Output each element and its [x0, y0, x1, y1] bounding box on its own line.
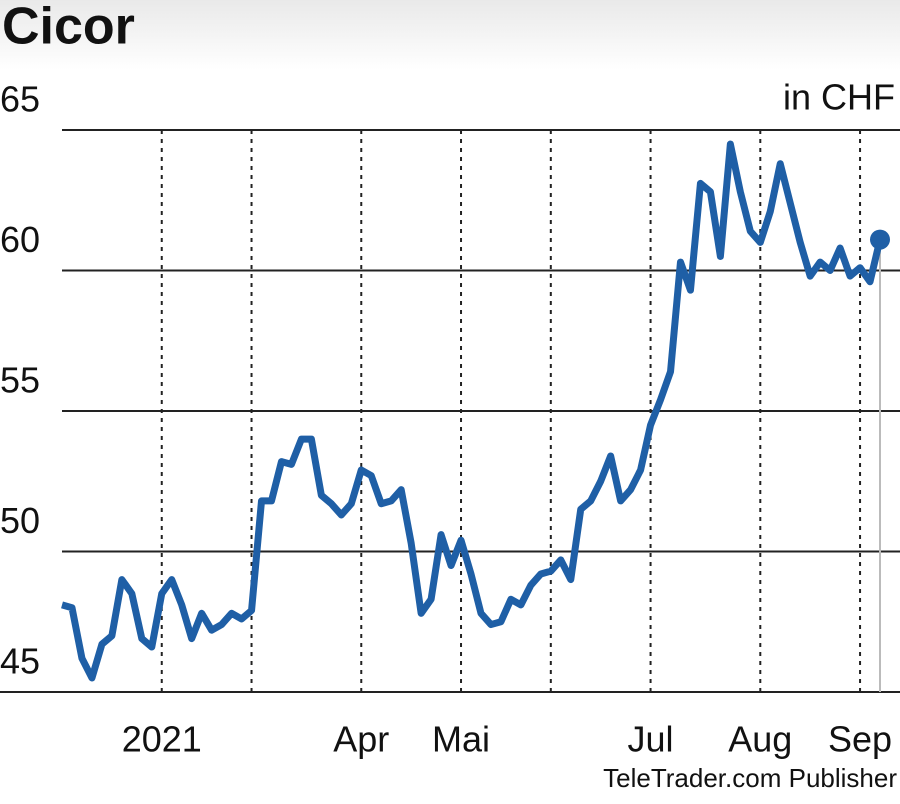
y-tick-label: 45 — [0, 641, 40, 682]
x-tick-label: Apr — [333, 719, 389, 760]
y-tick-label: 65 — [0, 79, 40, 120]
chart-title: Cicor — [2, 0, 135, 56]
end-marker — [870, 229, 890, 250]
y-tick-label: 50 — [0, 500, 40, 541]
source: TeleTrader.com Publisher — [603, 763, 897, 793]
header-band — [0, 0, 900, 70]
x-tick-label: 2021 — [122, 719, 202, 760]
x-tick-label: Mai — [432, 719, 490, 760]
y-tick-label: 55 — [0, 360, 40, 401]
y-tick-label: 60 — [0, 219, 40, 260]
price-line — [61, 140, 884, 682]
x-tick-label: Sep — [828, 719, 892, 760]
unit-label: in CHF — [783, 77, 895, 118]
x-tick-label: Jul — [628, 719, 674, 760]
x-tick-label: Aug — [728, 719, 792, 760]
